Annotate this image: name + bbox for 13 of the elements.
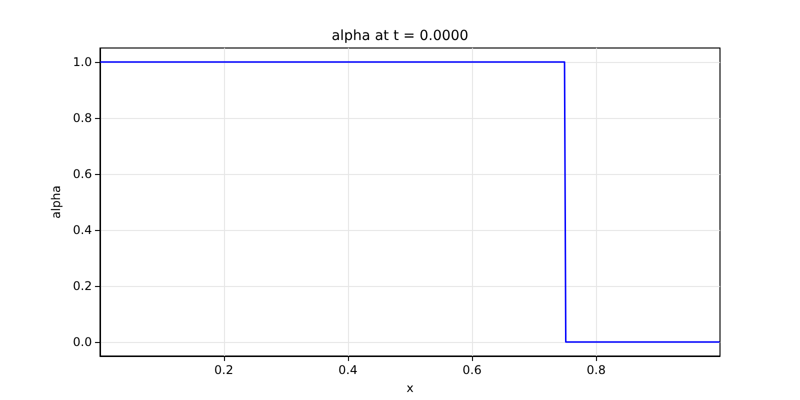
x-tick-label: 0.8 bbox=[586, 363, 606, 377]
y-tick-label: 0.8 bbox=[72, 111, 92, 125]
x-tick-label: 0.2 bbox=[214, 363, 234, 377]
x-tick-label: 0.4 bbox=[338, 363, 358, 377]
x-tick-label: 0.6 bbox=[462, 363, 482, 377]
y-tick-label: 0.0 bbox=[72, 335, 92, 349]
x-axis-title: x bbox=[406, 381, 414, 395]
chart-title: alpha at t = 0.0000 bbox=[332, 28, 468, 44]
y-tick-label: 1.0 bbox=[72, 55, 92, 69]
y-tick-label: 0.6 bbox=[72, 167, 92, 181]
y-tick-label: 0.4 bbox=[72, 223, 92, 237]
y-tick-label: 0.2 bbox=[72, 279, 92, 293]
y-axis-title: alpha bbox=[49, 185, 64, 219]
